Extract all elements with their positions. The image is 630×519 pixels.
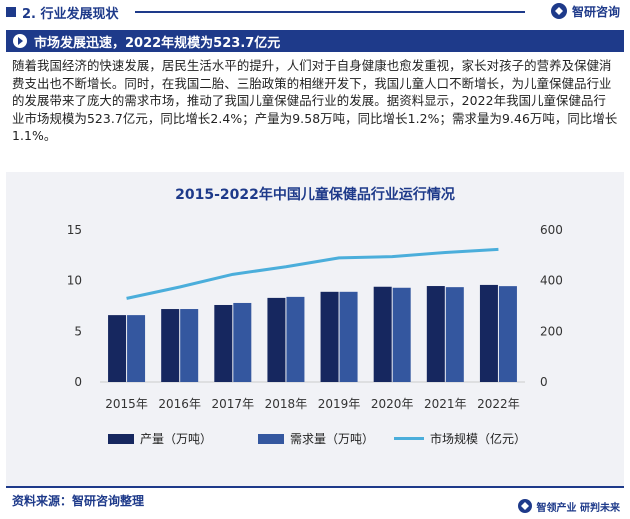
- bar-production: [267, 297, 286, 382]
- section-header: 2. 行业发展现状: [0, 0, 119, 24]
- brand-name: 智研咨询: [571, 4, 620, 19]
- headline-banner: 市场发展迅速，2022年规模为523.7亿元: [6, 30, 624, 52]
- bar-demand: [127, 315, 146, 382]
- y-right-tick-label: 0: [540, 375, 548, 389]
- line-market-size: [126, 247, 499, 300]
- y-left-tick-label: 15: [67, 223, 82, 237]
- section-marker-icon: [6, 7, 16, 17]
- bar-demand: [445, 287, 464, 382]
- headline-text: 市场发展迅速，2022年规模为523.7亿元: [34, 35, 281, 51]
- bar-demand: [180, 309, 199, 382]
- legend-label: 需求量（万吨）: [290, 432, 375, 446]
- x-tick-label: 2018年: [265, 397, 308, 411]
- bar-production: [426, 286, 445, 382]
- bar-demand: [498, 286, 517, 382]
- brand-logo: 智研咨询: [550, 2, 620, 20]
- bar-production: [373, 286, 392, 382]
- bar-demand: [392, 287, 411, 382]
- header-divider: [135, 11, 525, 13]
- y-left-tick-label: 10: [67, 274, 82, 288]
- chart-legend: 产量（万吨） 需求量（万吨） 市场规模（亿元）: [0, 430, 630, 450]
- source-note: 资料来源：智研咨询整理: [12, 494, 145, 508]
- bar-production: [479, 284, 498, 382]
- x-tick-label: 2021年: [424, 397, 467, 411]
- bar-production: [214, 304, 233, 382]
- y-right-tick-label: 600: [540, 223, 563, 237]
- section-title: 2. 行业发展现状: [22, 6, 119, 22]
- legend-label: 市场规模（亿元）: [430, 432, 527, 446]
- legend-item-production: 产量（万吨）: [108, 430, 212, 447]
- legend-label: 产量（万吨）: [140, 432, 213, 446]
- y-right-tick-label: 200: [540, 324, 563, 338]
- x-tick-label: 2022年: [477, 397, 520, 411]
- bar-demand: [339, 291, 358, 382]
- x-tick-label: 2017年: [212, 397, 255, 411]
- legend-item-demand: 需求量（万吨）: [258, 430, 374, 447]
- y-left-tick-label: 5: [74, 324, 82, 338]
- body-paragraph: 随着我国经济的快速发展，居民生活水平的提升，人们对于自身健康也愈发重视，家长对孩…: [12, 58, 618, 144]
- x-tick-label: 2020年: [371, 397, 414, 411]
- legend-swatch: [258, 433, 284, 444]
- x-tick-label: 2016年: [158, 397, 201, 411]
- bar-production: [108, 315, 127, 382]
- legend-item-market-size: 市场规模（亿元）: [394, 430, 526, 447]
- y-left-tick-label: 0: [74, 375, 82, 389]
- bar-production: [161, 309, 180, 382]
- arrow-right-icon: [13, 34, 27, 48]
- bar-production: [320, 291, 339, 382]
- y-right-tick-label: 400: [540, 274, 563, 288]
- legend-swatch: [108, 433, 134, 444]
- footer-divider: [6, 486, 624, 488]
- bar-demand: [233, 302, 252, 382]
- chart-title: 2015-2022年中国儿童保健品行业运行情况: [175, 187, 455, 203]
- footer-slogan: 智领产业 研判未来: [536, 502, 620, 514]
- x-tick-label: 2015年: [105, 397, 148, 411]
- brand-mark-icon: [517, 499, 532, 513]
- x-tick-label: 2019年: [318, 397, 361, 411]
- bar-demand: [286, 296, 305, 382]
- footer-brand: 智领产业 研判未来: [517, 498, 620, 514]
- legend-swatch: [394, 437, 424, 440]
- top-header: 2. 行业发展现状 智研咨询: [0, 0, 630, 24]
- brand-mark-icon: [550, 3, 567, 19]
